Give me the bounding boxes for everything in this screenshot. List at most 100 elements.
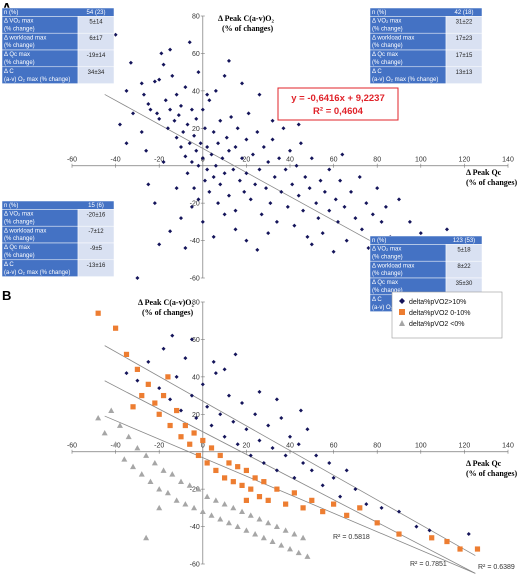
table-value: 13±13 <box>456 70 473 76</box>
x-tick-label: 120 <box>459 157 471 164</box>
data-point <box>178 434 184 440</box>
data-point <box>194 148 199 153</box>
data-point <box>146 182 151 187</box>
data-point <box>233 145 238 149</box>
data-point <box>134 444 141 451</box>
data-point <box>189 337 194 342</box>
y-tick-label: 60 <box>192 337 200 344</box>
y-tick-label: 40 <box>192 88 200 95</box>
data-point <box>168 107 173 112</box>
data-point <box>123 351 130 357</box>
data-point <box>164 489 171 496</box>
data-point <box>279 189 284 194</box>
data-point <box>179 145 183 149</box>
data-point <box>168 229 173 234</box>
data-point <box>186 482 193 488</box>
x-tick-label: 140 <box>502 443 514 450</box>
data-point <box>218 118 223 123</box>
table-value-cell <box>445 66 483 84</box>
data-point <box>282 527 289 533</box>
data-point <box>213 88 218 93</box>
data-point <box>95 415 102 421</box>
data-point <box>217 516 224 522</box>
data-point <box>226 58 231 63</box>
r-squared-label: R² = 0.7851 <box>410 561 447 568</box>
data-point <box>207 98 212 103</box>
data-point <box>187 441 193 447</box>
y-axis-label-line1: Δ Peak C(a-v)O₂ <box>138 298 194 307</box>
data-point <box>208 445 215 451</box>
table-row-label: Δ workload max <box>372 263 414 269</box>
data-point <box>240 81 245 86</box>
data-point <box>253 412 258 417</box>
table-value-cell <box>77 66 115 84</box>
data-point <box>457 546 463 552</box>
y-tick-label: 40 <box>192 374 200 381</box>
data-point <box>240 401 245 406</box>
data-point <box>143 452 150 458</box>
data-point <box>187 40 192 45</box>
data-point <box>222 434 227 439</box>
table-header-count: 54 (23) <box>86 10 105 16</box>
data-point <box>135 378 140 383</box>
data-point <box>305 234 310 239</box>
table-value: 6±17 <box>89 36 103 42</box>
data-point <box>230 504 237 511</box>
table-value: 5±18 <box>457 247 471 253</box>
data-point <box>304 553 311 559</box>
data-point <box>189 107 194 112</box>
data-point <box>344 468 349 473</box>
data-point <box>160 392 167 399</box>
y-tick-label: -20 <box>190 487 200 494</box>
data-point <box>138 471 145 477</box>
table-header-count: 15 (6) <box>88 203 104 209</box>
data-point <box>239 508 246 514</box>
table-row-label: Δ VO₂ max <box>4 212 33 218</box>
data-point <box>124 88 129 93</box>
x-tick-label: 100 <box>415 443 427 450</box>
data-point <box>270 137 275 142</box>
data-point <box>296 122 301 127</box>
data-point <box>183 356 188 361</box>
data-point <box>466 532 471 537</box>
data-point <box>243 467 249 474</box>
data-point <box>418 231 423 236</box>
data-point <box>139 81 144 86</box>
data-point <box>157 77 162 82</box>
data-point <box>216 201 221 206</box>
legend-label: delta%pVO2 0-10% <box>409 310 470 317</box>
table-value: 5±14 <box>89 19 103 25</box>
data-point <box>288 148 292 153</box>
data-point <box>266 231 271 236</box>
data-point <box>265 519 272 526</box>
data-point <box>143 534 150 541</box>
legend: delta%pVO2>10% delta%pVO2 0-10% delta%pV… <box>391 291 503 339</box>
data-point <box>256 494 263 500</box>
table-header-label: n (%) <box>4 10 18 16</box>
data-point <box>226 148 231 153</box>
data-point <box>283 453 288 458</box>
x-tick-label: -40 <box>111 157 121 164</box>
table-row-label: (% change) <box>4 236 35 242</box>
data-point <box>198 141 203 146</box>
data-point <box>252 475 258 481</box>
r-squared: R² = 0,4604 <box>313 106 364 117</box>
data-point <box>221 501 228 507</box>
data-point <box>309 497 315 503</box>
data-point <box>444 538 450 545</box>
data-point <box>141 92 146 97</box>
data-points <box>102 28 478 280</box>
data-point <box>342 204 347 209</box>
data-point <box>397 197 401 202</box>
data-point <box>261 479 267 485</box>
data-point <box>174 407 180 414</box>
data-point <box>250 152 255 157</box>
table-row-label: (a-v) O₂ max (% change) <box>372 77 438 83</box>
data-point <box>194 116 199 121</box>
x-tick-label: 120 <box>459 443 471 450</box>
data-point <box>248 486 254 492</box>
data-point <box>288 434 292 439</box>
data-point <box>359 227 364 232</box>
data-point <box>274 486 280 492</box>
data-point <box>268 201 273 206</box>
